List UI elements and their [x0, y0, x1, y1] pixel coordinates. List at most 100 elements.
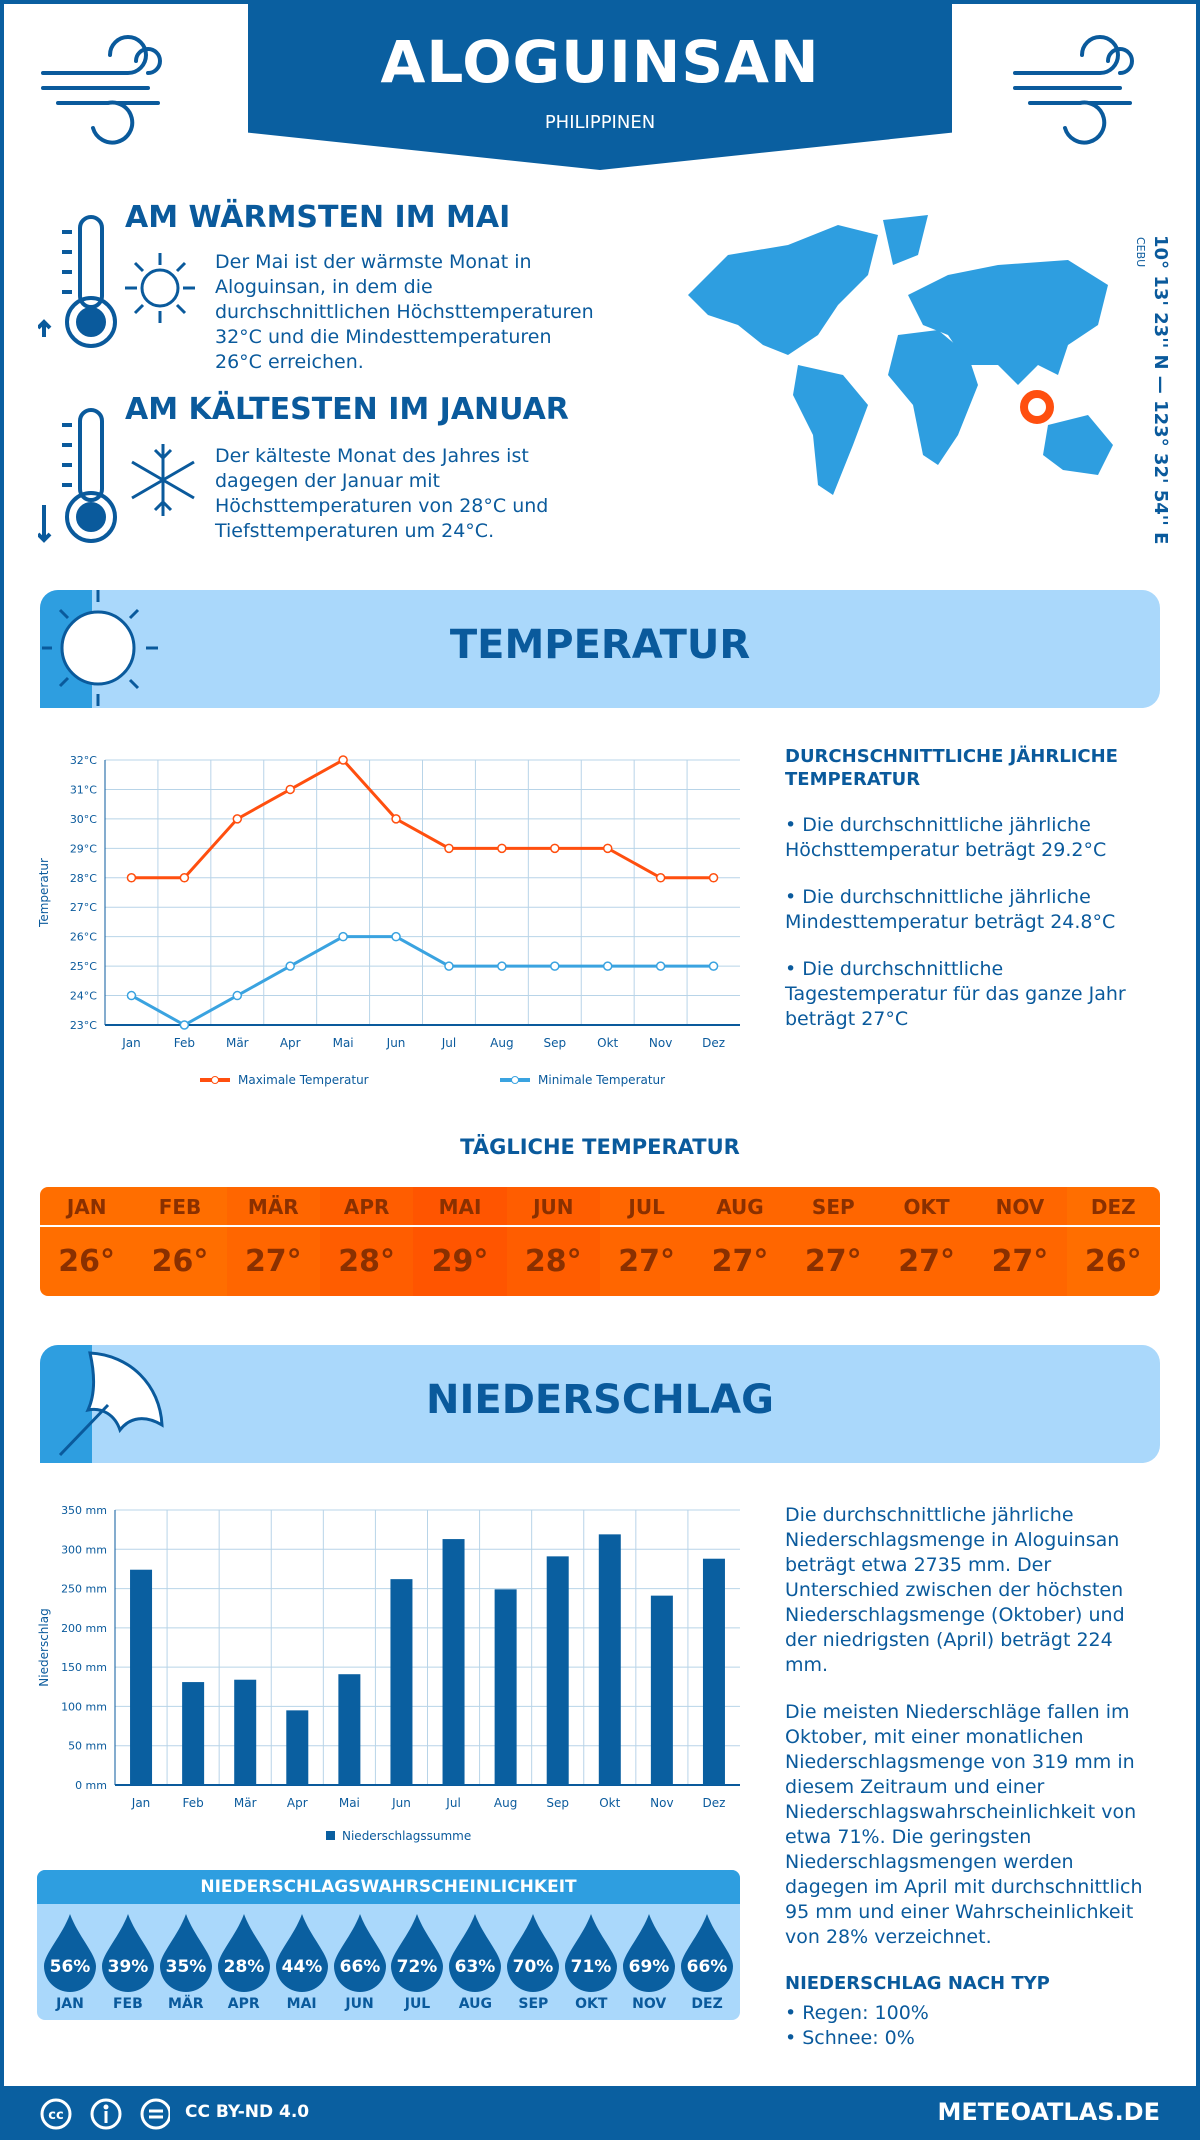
- y-tick-label: 27°C: [70, 901, 97, 914]
- probability-month: MÄR: [168, 1996, 204, 2012]
- precip-text-2: Die meisten Niederschläge fallen im Okto…: [785, 1701, 1143, 1948]
- y-tick-label: 32°C: [70, 754, 97, 767]
- probability-item: 69% NOV: [620, 1904, 678, 2012]
- probability-value: 28%: [223, 1957, 264, 1977]
- data-point: [655, 961, 666, 971]
- precip-bar: [338, 1674, 361, 1785]
- cc-license-icons: cc: [40, 2098, 170, 2130]
- data-point: [126, 990, 137, 1001]
- probability-item: 66% JUN: [331, 1904, 389, 2012]
- legend-swatch: [326, 1831, 335, 1840]
- umbrella-icon: [58, 1351, 164, 1457]
- location-marker-icon: [1020, 390, 1054, 424]
- probability-item: 72% JUL: [389, 1904, 447, 2012]
- sun-icon: [125, 253, 195, 323]
- daily-value: 27°: [618, 1244, 675, 1279]
- daily-value: 27°: [804, 1244, 862, 1279]
- data-point: [232, 990, 243, 1001]
- thermometer-warm-icon: [38, 215, 117, 348]
- data-point: [602, 961, 613, 971]
- snowflake-icon: [131, 444, 195, 516]
- probability-month: JUL: [404, 1996, 431, 2012]
- daily-value: 26°: [151, 1244, 209, 1279]
- raindrop-icon: 72%: [391, 1914, 444, 1992]
- x-tick-label: Dez: [702, 1036, 725, 1050]
- coldest-text: Der kälteste Monat des Jahres ist dagege…: [215, 445, 549, 542]
- temperature-summary-title: DURCHSCHNITTLICHE JÄHRLICHE TEMPERATUR: [785, 746, 1118, 790]
- daily-value: 27°: [711, 1244, 769, 1279]
- x-tick-label: Nov: [649, 1036, 672, 1050]
- header-banner: [248, 0, 952, 170]
- daily-value: 28°: [524, 1244, 582, 1279]
- precip-bar: [702, 1558, 725, 1785]
- probability-value: 69%: [629, 1957, 670, 1977]
- daily-temp-table: JAN 26° FEB 26° MÄR 27° APR 28° MAI 29° JUN 28° JUL 2…: [40, 1187, 1160, 1296]
- probability-value: 70%: [513, 1957, 554, 1977]
- daily-temp-cell: JUN 28°: [506, 1187, 600, 1296]
- y-tick-label: 300 mm: [61, 1543, 107, 1556]
- probability-value: 63%: [455, 1957, 496, 1977]
- daily-value: 27°: [991, 1244, 1049, 1279]
- precip-bar: [130, 1569, 153, 1785]
- data-point: [285, 961, 295, 971]
- raindrop-icon: 69%: [623, 1914, 676, 1992]
- x-tick-label: Okt: [597, 1036, 618, 1050]
- daily-month: MÄR: [226, 1187, 320, 1227]
- daily-temp-cell: OKT 27°: [879, 1187, 974, 1296]
- series-line: [130, 935, 714, 1027]
- x-tick-label: Mai: [339, 1796, 360, 1810]
- y-tick-label: 50 mm: [68, 1740, 107, 1753]
- y-tick-label: 200 mm: [61, 1622, 107, 1635]
- raindrop-icon: 66%: [681, 1914, 734, 1992]
- probability-month: APR: [227, 1996, 260, 2012]
- coordinates: 10° 13' 23'' N — 123° 32' 54'' E: [1150, 235, 1171, 545]
- summary-min: • Die durchschnittliche jährliche Mindes…: [785, 886, 1116, 933]
- raindrop-icon: 71%: [565, 1914, 618, 1992]
- y-tick-label: 24°C: [70, 990, 97, 1003]
- probability-item: 28% APR: [215, 1904, 273, 2012]
- raindrop-icon: 44%: [275, 1914, 328, 1992]
- x-tick-label: Mär: [226, 1036, 249, 1050]
- x-tick-label: Dez: [702, 1796, 725, 1810]
- daily-temp-cell: FEB 26°: [133, 1187, 227, 1296]
- raindrop-icon: 70%: [507, 1914, 560, 1992]
- data-point: [338, 931, 348, 942]
- daily-temp-cell: JAN 26°: [40, 1187, 134, 1296]
- x-tick-label: Okt: [599, 1796, 620, 1810]
- temperature-title: TEMPERATUR: [449, 622, 751, 668]
- daily-month: AUG: [693, 1187, 787, 1227]
- legend-label: Minimale Temperatur: [538, 1073, 665, 1087]
- probability-item: 63% AUG: [446, 1904, 504, 2012]
- daily-value: 26°: [58, 1244, 116, 1279]
- page-title: ALOGUINSAN: [380, 28, 820, 96]
- precip-bar: [650, 1595, 673, 1785]
- probability-month: JAN: [56, 1996, 84, 2012]
- probability-value: 56%: [50, 1957, 91, 1977]
- raindrop-icon: 28%: [217, 1914, 270, 1992]
- precip-bar: [546, 1556, 569, 1785]
- daily-value: 29°: [431, 1244, 489, 1279]
- x-tick-label: Jul: [445, 1796, 460, 1810]
- y-axis-label: Niederschlag: [37, 1608, 51, 1686]
- daily-month: MAI: [413, 1187, 507, 1227]
- temperature-banner: [40, 590, 1160, 708]
- probability-value: 66%: [339, 1957, 380, 1977]
- x-tick-label: Feb: [174, 1036, 195, 1050]
- probability-month: MAI: [286, 1996, 317, 2012]
- raindrop-icon: 63%: [449, 1914, 502, 1992]
- probability-value: 39%: [108, 1957, 149, 1977]
- precip-bar: [442, 1539, 465, 1785]
- precip-chart: 0 mm 50 mm 100 mm 150 mm 200 mm 250 mm 300 mm 3…: [37, 1504, 740, 1843]
- x-tick-label: Sep: [543, 1036, 566, 1050]
- y-tick-label: 350 mm: [61, 1504, 107, 1517]
- daily-temp-title: TÄGLICHE TEMPERATUR: [460, 1135, 740, 1159]
- site-link[interactable]: METEOATLAS.DE: [937, 2098, 1160, 2126]
- data-point: [497, 843, 507, 854]
- precip-title: NIEDERSCHLAG: [426, 1377, 774, 1423]
- data-point: [126, 873, 137, 883]
- y-tick-label: 25°C: [70, 960, 97, 973]
- daily-temp-cell: DEZ 26°: [1066, 1187, 1160, 1296]
- x-tick-label: Apr: [280, 1036, 301, 1050]
- probability-month: AUG: [458, 1996, 493, 2012]
- precip-bar: [234, 1679, 257, 1785]
